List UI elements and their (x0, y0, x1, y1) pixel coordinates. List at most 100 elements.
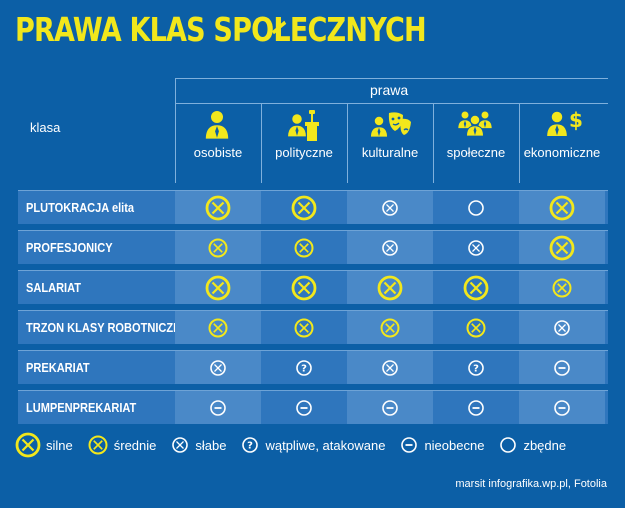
rights-group-label: prawa (370, 82, 409, 98)
column-header-label: polityczne (275, 145, 333, 160)
silne-symbol-icon (205, 195, 231, 220)
legend-label: wątpliwe, atakowane (265, 437, 386, 453)
legend: silne średnie słabe? wątpliwe, atakowane nie… (15, 432, 580, 458)
table-row: TRZON KLASY ROBOTNICZEJ (18, 310, 608, 344)
slabe-symbol-icon (468, 239, 484, 256)
nieobecne-symbol-icon (554, 359, 570, 376)
svg-text:$: $ (569, 108, 583, 132)
slabe-symbol-icon (382, 239, 398, 256)
column-header-polityczne: polityczne (261, 103, 347, 178)
silne-symbol-icon (15, 432, 41, 458)
table-row: PREKARIAT?? (18, 350, 608, 384)
column-header-ekonomiczne: $ ekonomiczne (519, 103, 605, 178)
column-separator (261, 103, 262, 183)
table-cell (519, 391, 605, 424)
silne-symbol-icon (205, 275, 231, 300)
table-row: SALARIAT (18, 270, 608, 304)
legend-item-zbedne: zbędne (498, 435, 566, 455)
person-icon (204, 110, 230, 140)
legend-label: silne (46, 437, 73, 453)
nieobecne-symbol-icon (554, 399, 570, 416)
column-separator (433, 103, 434, 183)
silne-symbol-icon (291, 275, 317, 300)
table-row: PROFESJONICY (18, 230, 608, 264)
table-cell (175, 351, 261, 384)
table-cell (347, 311, 433, 344)
table-cell (433, 191, 519, 224)
silne-symbol-icon (549, 235, 575, 260)
column-separator (519, 103, 520, 183)
table-cell (347, 271, 433, 304)
svg-text:?: ? (473, 363, 479, 374)
srednie-symbol-icon (552, 278, 572, 297)
table-cell (433, 271, 519, 304)
zbedne-symbol-icon (500, 437, 517, 453)
watpliwe-symbol-icon: ? (242, 437, 259, 453)
srednie-symbol-icon (208, 318, 228, 337)
srednie-symbol-icon (380, 318, 400, 337)
srednie-symbol-icon (208, 238, 228, 257)
table-cell (519, 271, 605, 304)
srednie-symbol-icon (466, 318, 486, 337)
zbedne-symbol-icon (468, 199, 484, 216)
column-header-label: ekonomiczne (523, 145, 601, 160)
legend-item-silne: silne (15, 432, 73, 458)
table-cell (261, 231, 347, 264)
table-row: PLUTOKRACJA elita (18, 190, 608, 224)
table-cell (347, 231, 433, 264)
svg-text:?: ? (248, 441, 254, 452)
class-column-label: klasa (30, 120, 61, 135)
table-cell (175, 391, 261, 424)
watpliwe-symbol-icon: ? (468, 359, 484, 376)
column-header-label: kulturalne (361, 145, 419, 160)
table-cell (261, 271, 347, 304)
table-cell (261, 391, 347, 424)
table-cell: ? (261, 351, 347, 384)
legend-label: nieobecne (424, 437, 485, 453)
page-title: PRAWA KLAS SPOŁECZNYCH (15, 10, 427, 49)
table-cell (519, 311, 605, 344)
table-cell (519, 351, 605, 384)
table-cell (175, 271, 261, 304)
header-top-line (175, 78, 608, 79)
theater-masks-icon (369, 112, 411, 138)
column-header-społeczne: społeczne (433, 103, 519, 178)
column-header-osobiste: osobiste (175, 103, 261, 178)
column-header-label: społeczne (446, 145, 506, 160)
table-cell (175, 311, 261, 344)
legend-item-slabe: słabe (170, 435, 226, 455)
legend-label: średnie (113, 437, 157, 453)
legend-item-watpliwe: ? wątpliwe, atakowane (240, 435, 385, 455)
table-cell: ? (433, 351, 519, 384)
silne-symbol-icon (549, 195, 575, 220)
legend-item-nieobecne: nieobecne (399, 435, 484, 455)
table-cell (261, 191, 347, 224)
row-class-name: PLUTOKRACJA elita (26, 200, 135, 215)
nieobecne-symbol-icon (382, 399, 398, 416)
header-group-line (175, 103, 608, 104)
row-class-name: PROFESJONICY (26, 240, 113, 255)
silne-symbol-icon (377, 275, 403, 300)
header-left-line (175, 78, 176, 183)
politician-podium-icon (287, 110, 319, 141)
row-class-name: TRZON KLASY ROBOTNICZEJ (26, 320, 187, 335)
table-cell (347, 191, 433, 224)
row-class-name: SALARIAT (26, 280, 82, 295)
table-cell (175, 191, 261, 224)
table-cell (175, 231, 261, 264)
money-person-icon: $ (546, 108, 583, 138)
table-cell (261, 311, 347, 344)
table-cell (347, 351, 433, 384)
srednie-symbol-icon (294, 318, 314, 337)
slabe-symbol-icon (382, 199, 398, 216)
credit-text: marsit infografika.wp.pl, Fotolia (455, 478, 607, 490)
group-people-icon (457, 110, 493, 137)
table-cell (433, 391, 519, 424)
table-cell (519, 191, 605, 224)
svg-text:?: ? (301, 363, 307, 374)
legend-item-srednie: średnie (87, 434, 157, 456)
table-cell (519, 231, 605, 264)
slabe-symbol-icon (210, 359, 226, 376)
nieobecne-symbol-icon (296, 399, 312, 416)
column-separator (347, 103, 348, 183)
